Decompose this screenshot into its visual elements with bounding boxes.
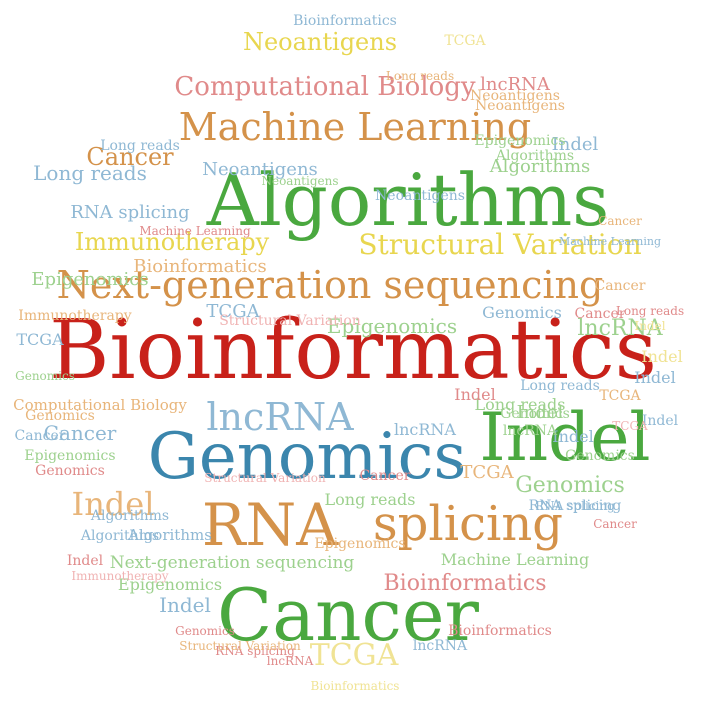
cloud-word-cancer: Cancer bbox=[595, 278, 646, 294]
cloud-word-indel: Indel bbox=[480, 399, 651, 476]
cloud-word-epigenomics: Epigenomics bbox=[31, 269, 148, 290]
cloud-word-machine-learning: Machine Learning bbox=[179, 105, 531, 149]
cloud-word-tcga: TCGA bbox=[16, 330, 64, 349]
cloud-word-long-reads: Long reads bbox=[475, 395, 566, 414]
cloud-word-tcga: TCGA bbox=[444, 33, 486, 49]
cloud-word-tcga: TCGA bbox=[310, 638, 399, 673]
cloud-word-tcga: TCGA bbox=[460, 462, 514, 483]
cloud-word-genomics: Genomics bbox=[35, 463, 105, 479]
cloud-word-lncrna: lncRNA bbox=[206, 395, 354, 439]
cloud-word-genomics: Genomics bbox=[565, 448, 635, 464]
cloud-word-immunotherapy: Immunotherapy bbox=[75, 228, 270, 256]
cloud-word-indel: Indel bbox=[552, 427, 593, 446]
cloud-word-long-reads: Long reads bbox=[616, 304, 684, 318]
cloud-word-genomics: Genomics bbox=[500, 406, 570, 422]
cloud-word-lncrna: lncRNA bbox=[267, 654, 314, 668]
cloud-word-tcga: TCGA bbox=[206, 301, 260, 322]
cloud-word-bioinformatics: Bioinformatics bbox=[133, 256, 266, 277]
cloud-word-genomics: Genomics bbox=[15, 369, 75, 383]
cloud-word-genomics: Genomics bbox=[148, 420, 467, 494]
cloud-word-machine-learning: Machine Learning bbox=[441, 550, 589, 569]
cloud-word-lncrna: lncRNA bbox=[394, 420, 456, 439]
cloud-word-long-reads: Long reads bbox=[100, 138, 180, 154]
cloud-word-tcga: TCGA bbox=[612, 419, 648, 433]
cloud-word-structural-variation: Structural Variation bbox=[219, 313, 361, 329]
cloud-word-long-reads: Long reads bbox=[520, 378, 600, 394]
cloud-word-epigenomics: Epigenomics bbox=[24, 448, 115, 464]
cloud-word-cancer: Cancer bbox=[217, 573, 479, 657]
cloud-word-rna-splicing: RNA splicing bbox=[70, 202, 189, 223]
cloud-word-indel: Indel bbox=[67, 553, 104, 569]
cloud-word-cancer: Cancer bbox=[360, 468, 411, 484]
cloud-word-epigenomics: Epigenomics bbox=[327, 314, 457, 338]
cloud-word-genomics: Genomics bbox=[482, 303, 562, 322]
cloud-word-computational-biology: Computational Biology bbox=[174, 72, 475, 102]
cloud-word-lncrna: lncRNA bbox=[503, 423, 558, 439]
cloud-word-long-reads: Long reads bbox=[33, 161, 147, 185]
cloud-word-rna-splicing: RNA splicing bbox=[535, 499, 615, 513]
cloud-word-epigenomics: Epigenomics bbox=[474, 133, 565, 149]
cloud-word-machine-learning: Machine Learning bbox=[139, 224, 251, 238]
cloud-word-next-generation-sequencing: Next-generation sequencing bbox=[110, 553, 355, 573]
cloud-word-immunotherapy: Immunotherapy bbox=[18, 308, 131, 324]
cloud-word-machine-learning: Machine Learning bbox=[559, 235, 661, 248]
cloud-word-genomics: Genomics bbox=[25, 408, 95, 424]
cloud-word-long-reads: Long reads bbox=[325, 490, 416, 509]
cloud-word-neoantigens: Neoantigens bbox=[261, 174, 338, 188]
cloud-word-neoantigens: Neoantigens bbox=[243, 28, 397, 56]
cloud-word-algorithms: Algorithms bbox=[80, 528, 159, 544]
cloud-word-algorithms: Algorithms bbox=[495, 148, 574, 164]
cloud-word-neoantigens: Neoantigens bbox=[202, 159, 318, 180]
cloud-word-genomics: Genomics bbox=[515, 473, 625, 498]
cloud-word-indel: Indel bbox=[517, 402, 564, 423]
cloud-word-rna: RNA bbox=[202, 491, 339, 559]
cloud-word-neoantigens: Neoantigens bbox=[475, 98, 565, 114]
cloud-word-computational-biology: Computational Biology bbox=[13, 396, 187, 414]
cloud-word-algorithms: Algorithms bbox=[206, 158, 609, 242]
cloud-word-cancer: Cancer bbox=[575, 306, 626, 322]
cloud-word-structural-variation: Structural Variation bbox=[358, 228, 641, 261]
cloud-word-genomics: Genomics bbox=[175, 624, 235, 638]
cloud-word-indel: Indel bbox=[159, 593, 211, 617]
cloud-word-algorithms: Algorithms bbox=[489, 156, 591, 177]
cloud-word-structural-variation: Structural Variation bbox=[204, 471, 326, 485]
cloud-word-rna-splicing: RNA splicing bbox=[529, 498, 622, 514]
cloud-word-lncrna: lncRNA bbox=[480, 74, 551, 95]
cloud-word-tcga: TCGA bbox=[599, 388, 641, 404]
cloud-word-bioinformatics: Bioinformatics bbox=[383, 571, 546, 596]
cloud-word-immunotherapy: Immunotherapy bbox=[71, 569, 168, 583]
cloud-word-indel: Indel bbox=[72, 485, 155, 523]
cloud-word-algorithms: Algorithms bbox=[127, 526, 212, 544]
cloud-word-cancer: Cancer bbox=[44, 421, 117, 445]
cloud-word-cancer: Cancer bbox=[598, 214, 642, 228]
cloud-word-indel: Indel bbox=[634, 368, 675, 387]
cloud-word-bioinformatics: Bioinformatics bbox=[293, 13, 397, 29]
cloud-word-bioinformatics: Bioinformatics bbox=[448, 623, 552, 639]
cloud-word-epigenomics: Epigenomics bbox=[118, 575, 222, 594]
cloud-word-algorithms: Algorithms bbox=[90, 508, 169, 524]
cloud-word-epigenomics: Epigenomics bbox=[314, 536, 405, 552]
cloud-word-cancer: Cancer bbox=[593, 517, 637, 531]
cloud-word-structural-variation: Structural Variation bbox=[179, 639, 301, 653]
cloud-word-splicing: splicing bbox=[373, 496, 563, 552]
cloud-word-indel: Indel bbox=[634, 319, 665, 333]
cloud-word-indel: Indel bbox=[552, 134, 599, 155]
cloud-word-cancer: Cancer bbox=[15, 428, 66, 444]
cloud-word-bioinformatics: Bioinformatics bbox=[311, 679, 400, 693]
cloud-word-neoantigens: Neoantigens bbox=[470, 88, 560, 104]
cloud-word-rna-splicing: RNA splicing bbox=[215, 644, 295, 658]
cloud-word-bioinformatics: Bioinformatics bbox=[49, 303, 657, 398]
cloud-word-neoantigens: Neoantigens bbox=[375, 188, 465, 204]
cloud-word-indel: Indel bbox=[641, 347, 682, 366]
cloud-word-lncrna: lncRNA bbox=[577, 316, 663, 341]
cloud-word-cancer: Cancer bbox=[86, 143, 174, 171]
cloud-word-indel: Indel bbox=[642, 413, 679, 429]
cloud-word-indel: Indel bbox=[454, 385, 495, 404]
cloud-word-lncrna: lncRNA bbox=[413, 638, 468, 654]
cloud-word-next-generation-sequencing: Next-generation sequencing bbox=[57, 263, 604, 307]
cloud-word-long-reads: Long reads bbox=[386, 69, 454, 83]
